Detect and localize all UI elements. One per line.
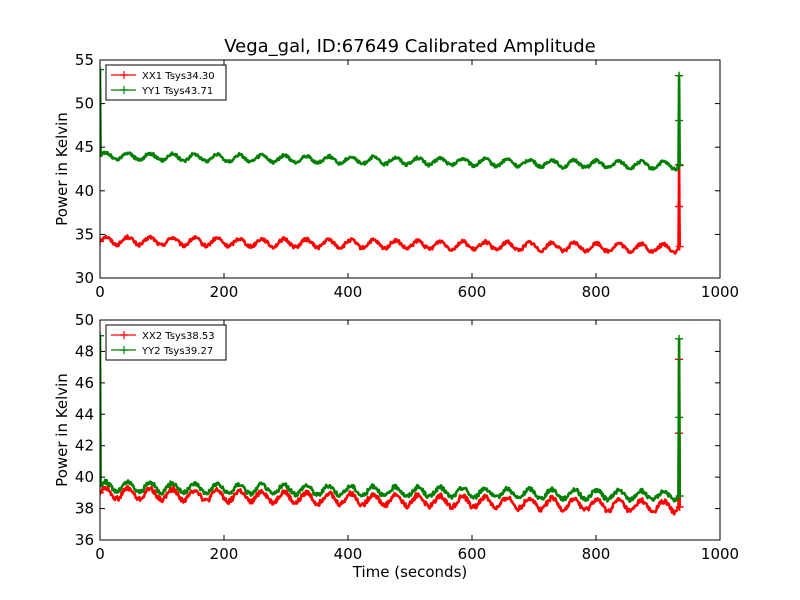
x-tick-label: 0 (95, 545, 105, 563)
x-tick-label: 200 (210, 545, 239, 563)
series-marker (100, 65, 104, 74)
y-axis-label: Power in Kelvin (53, 112, 71, 226)
series-line-yy1 (100, 69, 681, 172)
x-tick-label: 0 (95, 283, 105, 301)
chart-title: Vega_gal, ID:67649 Calibrated Amplitude (224, 36, 596, 57)
series-marker (675, 503, 684, 511)
bottom-subplot: 0 200 400 600 800 1000 36 38 40 42 44 46 48 50 Power i… (53, 311, 739, 563)
x-tick-label: 400 (334, 545, 363, 563)
series-line-yy2 (100, 335, 681, 503)
y-tick-label: 36 (75, 531, 94, 549)
series-line-xx1 (100, 163, 681, 255)
y-tick-label: 30 (75, 269, 94, 287)
series-marker (675, 413, 684, 422)
x-tick-label: 400 (334, 283, 363, 301)
series-marker (100, 331, 104, 340)
series-marker (675, 492, 684, 500)
x-tick-label: 800 (582, 283, 611, 301)
x-tick-label: 800 (582, 545, 611, 563)
y-tick-label: 40 (75, 182, 94, 200)
series-marker (675, 116, 684, 125)
y-tick-label: 44 (75, 405, 94, 423)
series-marker (675, 71, 684, 80)
series-marker (100, 488, 104, 497)
x-tick-label: 1000 (701, 545, 739, 563)
y-tick-label: 42 (75, 437, 94, 455)
y-tick-label: 45 (75, 138, 94, 156)
y-tick-label: 50 (75, 95, 94, 113)
x-tick-label: 1000 (701, 283, 739, 301)
x-tick-label: 200 (210, 283, 239, 301)
axes-frame (99, 59, 721, 279)
y-tick-label: 40 (75, 468, 94, 486)
series-marker (675, 242, 684, 251)
legend: XX1 Tsys34.30 YY1 Tsys43.71 (105, 64, 227, 101)
series-marker (675, 161, 684, 170)
legend: XX2 Tsys38.53 YY2 Tsys39.27 (105, 324, 227, 361)
y-tick-label: 50 (75, 311, 94, 329)
axes-frame (99, 319, 721, 541)
legend-entry-label: XX1 Tsys34.30 (142, 71, 215, 82)
x-tick-label: 600 (458, 283, 487, 301)
y-axis-label: Power in Kelvin (53, 373, 71, 487)
legend-entry-label: XX2 Tsys38.53 (142, 331, 215, 342)
x-axis-label: Time (seconds) (352, 563, 468, 581)
y-tick-label: 38 (75, 500, 94, 518)
y-tick-label: 35 (75, 225, 94, 243)
series-marker (675, 334, 684, 343)
plot-area (100, 331, 684, 516)
legend-entry-label: YY2 Tsys39.27 (141, 346, 213, 357)
y-tick-label: 48 (75, 342, 94, 360)
y-tick-label: 46 (75, 374, 94, 392)
legend-entry-label: YY1 Tsys43.71 (141, 86, 213, 97)
series-line-xx2 (100, 358, 681, 516)
series-marker (100, 237, 104, 246)
x-tick-label: 600 (458, 545, 487, 563)
y-tick-label: 55 (75, 51, 94, 69)
plot-area (100, 65, 684, 255)
top-subplot: 0 200 400 600 800 1000 30 35 40 45 50 55 Power in Ke… (53, 51, 739, 301)
series-marker (675, 202, 684, 211)
